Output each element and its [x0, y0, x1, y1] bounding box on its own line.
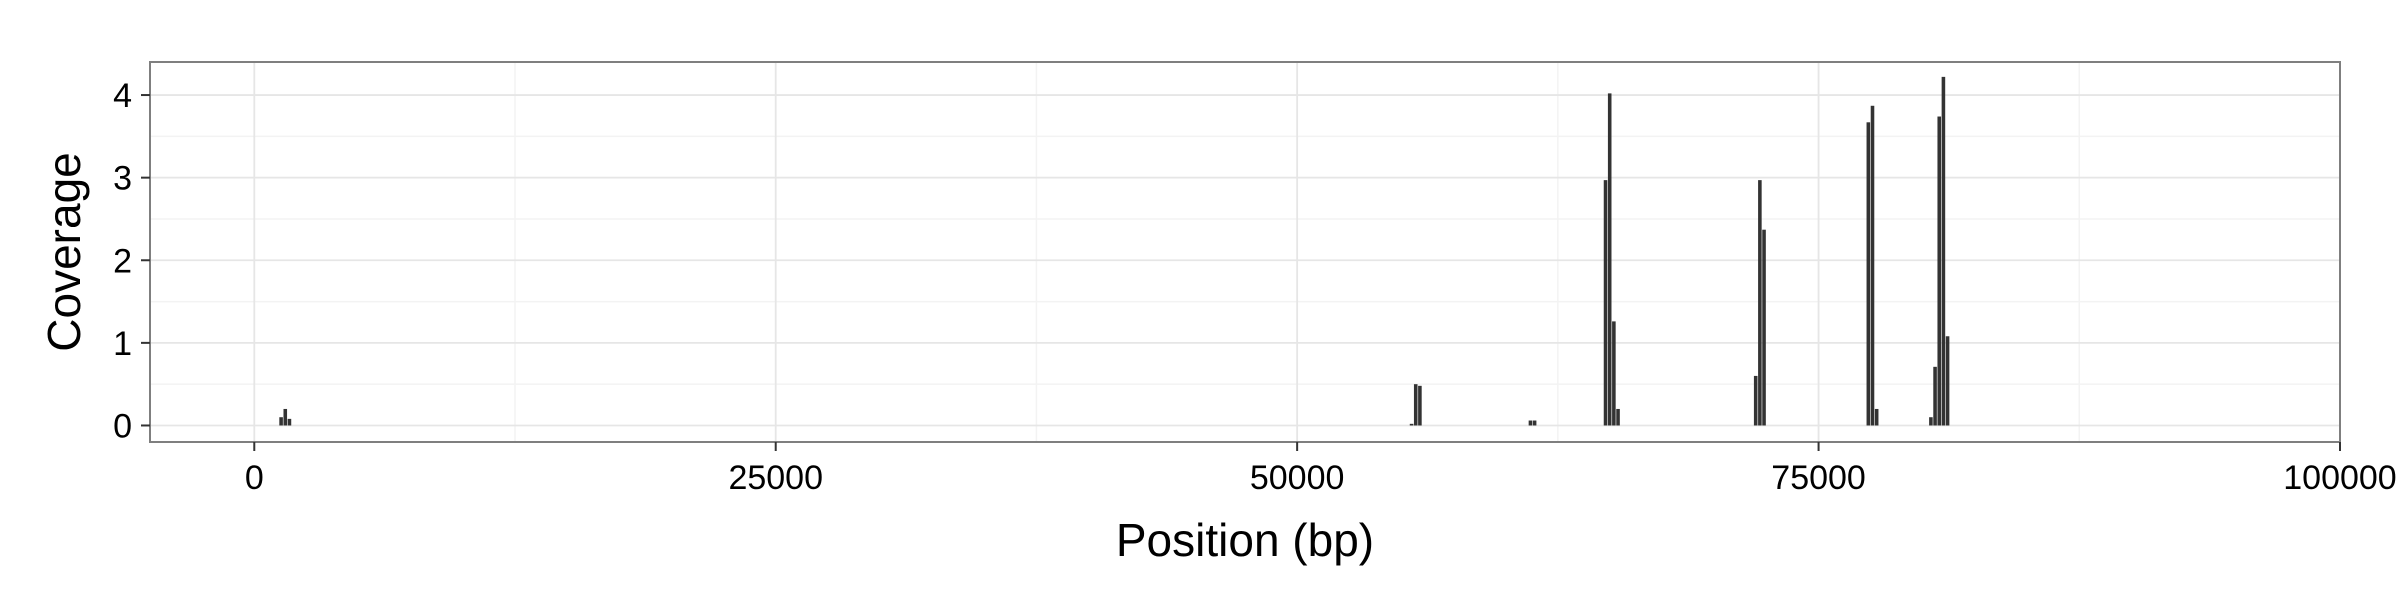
y-tick-label: 0: [113, 407, 132, 445]
coverage-bar: [1753, 375, 1758, 426]
y-tick-label: 2: [113, 242, 132, 280]
coverage-bar: [279, 417, 283, 426]
plot-border: [149, 61, 2341, 443]
y-tick-label: 3: [113, 160, 132, 198]
coverage-bar: [287, 418, 292, 426]
coverage-bar: [1409, 423, 1414, 426]
bars: [279, 76, 1950, 426]
coverage-bar: [1866, 122, 1871, 426]
x-tick-label: 25000: [728, 459, 823, 497]
coverage-bar: [1941, 76, 1946, 426]
coverage-bar: [1528, 420, 1533, 426]
coverage-bar: [1945, 336, 1950, 426]
y-tick-label: 1: [113, 325, 132, 363]
coverage-bar: [1870, 105, 1875, 426]
x-axis: 0 25000 50000 75000 100000: [245, 442, 2397, 497]
coverage-bar: [1418, 385, 1422, 426]
x-tick-label: 50000: [1250, 459, 1345, 497]
y-axis: 0 1 2 3 4: [113, 77, 150, 445]
coverage-bar: [1603, 180, 1608, 426]
coverage-bar: [1532, 420, 1537, 426]
coverage-bar: [1937, 116, 1942, 426]
coverage-bar: [283, 408, 288, 426]
coverage-bar: [1762, 229, 1766, 426]
plot-panel: [150, 62, 2340, 442]
coverage-bar: [1612, 321, 1616, 426]
coverage-bar: [1616, 408, 1620, 426]
coverage-bar: [1413, 384, 1418, 426]
coverage-bar: [1758, 180, 1762, 426]
y-axis-title: Coverage: [38, 152, 90, 351]
coverage-bar: [1929, 417, 1933, 426]
x-tick-label: 100000: [2283, 459, 2396, 497]
coverage-bar: [1933, 366, 1937, 426]
coverage-bar: [1607, 93, 1612, 426]
x-axis-title: Position (bp): [1116, 514, 1374, 566]
grid-minor: [150, 62, 2340, 442]
x-tick-label: 75000: [1771, 459, 1866, 497]
x-tick-label: 0: [245, 459, 264, 497]
y-tick-label: 4: [113, 77, 132, 115]
coverage-bar: [1874, 408, 1879, 426]
